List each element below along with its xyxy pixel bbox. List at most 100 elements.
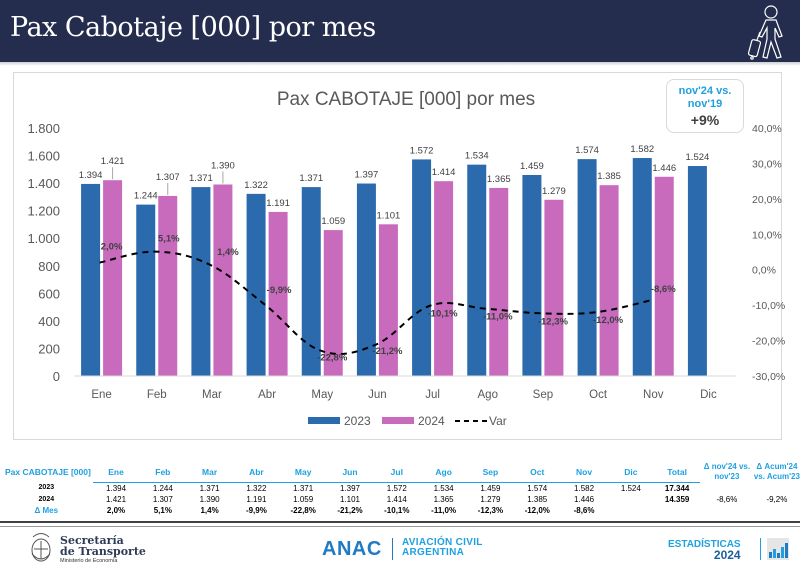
x-axis: Ene Feb Mar Abr May Jun Jul Ago Sep Oct Nov Dic [74, 375, 736, 401]
bar-2023 [81, 183, 101, 376]
legend-label-var: Var [489, 414, 507, 428]
estadisticas-logo: ESTADÍSTICAS 2024 [668, 539, 741, 562]
table-cell: -11,0% [431, 505, 457, 515]
table-cell-total: 17.344 [664, 483, 690, 493]
table-header-month: Dic [607, 462, 655, 483]
bar-2023 [412, 159, 432, 376]
y-axis-left: 0 200 400 600 800 1.000 1.200 1.400 1.600 1.800 [27, 121, 60, 384]
bar-label-2024: 1.059 [321, 216, 345, 227]
table-cell-delta-month: -8,6% [716, 494, 738, 504]
table-cell: 1.365 [433, 494, 454, 504]
table-cell [607, 505, 654, 516]
var-data-label: -12,0% [593, 315, 624, 326]
footer: Secretaría de Transporte Ministerio de Ec… [0, 526, 800, 568]
table-header-month: Feb [139, 462, 187, 483]
x-tick-label: Ene [91, 389, 111, 401]
y-left-tick-label: 1.400 [27, 176, 60, 191]
y-axis-right: -30,0% -20,0% -10,0% 0,0% 10,0% 20,0% 30,0% 40,… [752, 123, 785, 383]
table-cell: 1.279 [480, 494, 501, 504]
argentina-coat-of-arms-icon [31, 533, 51, 562]
bar-label-2024: 1.279 [542, 186, 566, 197]
table-row-2023: 2023 1.394 1.244 1.371 1.322 1.371 1.397 1.572 1… [0, 482, 800, 494]
bar-label-2024: 1.385 [597, 171, 621, 182]
bar-line-chart: Pax CABOTAJE [000] por mes 0 200 400 600 800… [27, 89, 785, 428]
table-cell: 1.101 [339, 494, 361, 504]
table-cell: 5,1% [153, 505, 172, 515]
bar-2023 [522, 174, 542, 376]
var-data-label: -21,2% [372, 346, 403, 357]
table-cell-delta-acum: -9,2% [766, 494, 788, 504]
bar-label-2024: 1.365 [487, 174, 511, 185]
table-cell: 1.572 [386, 483, 407, 493]
bar-label-2023: 1.371 [299, 173, 323, 184]
bar-2023 [191, 187, 211, 376]
table-cell-delta-month [700, 482, 754, 494]
bar-label-2023: 1.582 [630, 144, 654, 155]
aviacion-civil-logo: AVIACIÓN CIVIL ARGENTINA [402, 537, 483, 558]
bar-label-2024: 1.191 [266, 198, 290, 209]
bars [81, 158, 707, 376]
var-data-label: -11,0% [483, 312, 513, 323]
x-tick-label: Jun [368, 389, 387, 401]
bar-2023 [467, 164, 487, 376]
x-tick-label: Jul [425, 389, 440, 401]
y-left-tick-label: 400 [38, 314, 60, 329]
table-bottom-rule [0, 521, 800, 527]
bar-2023 [632, 158, 652, 376]
var-data-label: -8,6% [651, 284, 676, 295]
bar-2024 [378, 224, 398, 376]
page-header: Pax Cabotaje [000] por mes [0, 0, 800, 64]
table-cell: 1.307 [152, 494, 173, 504]
bar-label-2023: 1.574 [575, 145, 599, 156]
y-left-tick-label: 800 [38, 259, 60, 274]
table-header-month: Abr [233, 462, 280, 483]
legend-swatch-2023 [308, 417, 340, 424]
y-right-tick-label: -20,0% [752, 336, 785, 348]
bar-2023 [687, 166, 707, 376]
table-cell: 1.385 [527, 494, 548, 504]
summary-table: Pax CABOTAJE [000] Ene Feb Mar Abr May J… [0, 462, 800, 516]
table-cell: 1.244 [152, 483, 173, 493]
table-cell: -8,6% [573, 505, 595, 515]
bar-label-2023: 1.524 [686, 152, 710, 163]
table-cell-delta-acum [754, 505, 800, 516]
table-header-row: Pax CABOTAJE [000] Ene Feb Mar Abr May J… [0, 462, 800, 483]
y-right-tick-label: 30,0% [752, 158, 782, 170]
table-cell: 1,4% [200, 505, 219, 515]
x-tick-label: May [311, 389, 333, 401]
bar-2024 [158, 195, 178, 376]
table-cell: -21,2% [337, 505, 363, 515]
table-row-label: 2024 [38, 495, 55, 503]
y-left-tick-label: 1.800 [27, 121, 60, 136]
var-data-label: -9,9% [267, 285, 292, 296]
table-cell: -12,3% [477, 505, 504, 515]
bar-2024 [323, 230, 343, 376]
table-row-2024: 2024 1.421 1.307 1.390 1.191 1.059 1.101 1.414 1… [0, 494, 800, 505]
legend-label-2023: 2023 [344, 414, 371, 428]
table-header-total: Total [654, 462, 701, 483]
var-data-label: -22,8% [317, 352, 348, 363]
table-cell: 1.446 [574, 494, 595, 504]
table-cell: -22,8% [290, 505, 316, 515]
bar-label-2023: 1.397 [355, 170, 379, 181]
anac-logo: ANAC [322, 538, 382, 560]
table-header-month: Mar [186, 462, 233, 483]
bar-2023 [301, 187, 321, 376]
table-header-month: Sep [467, 462, 514, 483]
bar-labels: 1.394 1.421 1.244 1.307 1.371 1.390 1.322 1.191… [79, 144, 710, 227]
x-tick-label: Sep [533, 389, 553, 401]
table-cell: 1.397 [339, 483, 361, 493]
bar-label-2024: 1.421 [101, 156, 125, 167]
x-tick-label: Ago [478, 389, 498, 401]
bar-label-2024: 1.307 [156, 172, 180, 183]
table-cell: -12,0% [524, 505, 550, 515]
bar-2024 [544, 199, 564, 376]
table-header-month: Jun [326, 462, 374, 483]
chart-title: Pax CABOTAJE [000] por mes [277, 89, 535, 110]
table-cell [607, 494, 654, 505]
bar-2024 [599, 185, 619, 376]
badge-label-line1: nov'24 vs. [678, 85, 732, 97]
table-row-label: Δ Mes [34, 505, 59, 515]
y-left-tick-label: 1.200 [27, 204, 60, 219]
table-cell-total [654, 505, 700, 516]
